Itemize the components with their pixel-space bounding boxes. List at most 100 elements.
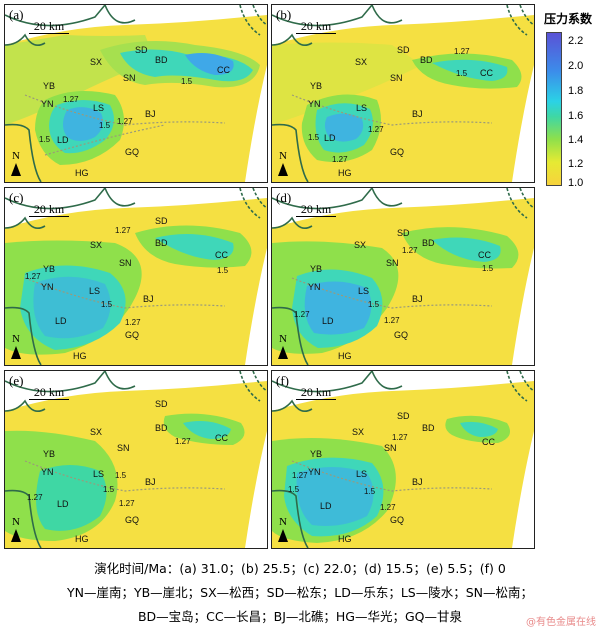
site-label-gq: GQ bbox=[125, 515, 140, 525]
site-label-cc: CC bbox=[482, 437, 495, 447]
site-label-bj: BJ bbox=[145, 109, 156, 119]
contour-label: 1.27 bbox=[119, 499, 135, 508]
colorbar-tick: 1.4 bbox=[568, 134, 584, 146]
contour-label: 1.27 bbox=[454, 47, 470, 56]
panel-label: (c) bbox=[9, 190, 24, 205]
contour-label: 1.27 bbox=[332, 155, 348, 164]
watermark: @有色金属在线 bbox=[526, 617, 596, 628]
contour-label: 1.27 bbox=[380, 503, 396, 512]
north-label: N bbox=[12, 150, 20, 162]
caption-line-3: BD—宝岛；CC—长昌；BJ—北礁；HG—华光；GQ—甘泉 bbox=[137, 609, 463, 624]
north-arrow-icon: N bbox=[276, 150, 290, 176]
contour-label: 1.27 bbox=[384, 316, 400, 325]
contour-label: 1.27 bbox=[368, 125, 384, 134]
site-label-sx: SX bbox=[352, 427, 365, 437]
site-label-sx: SX bbox=[355, 57, 368, 67]
scale-bar: 20 km bbox=[29, 202, 69, 217]
north-label: N bbox=[12, 333, 20, 345]
site-label-bd: BD bbox=[155, 55, 168, 65]
map-panel-d: (d) 20 km N SD SX BD CC SN YB YN LS BJ L… bbox=[271, 187, 535, 366]
contour-label: 1.27 bbox=[175, 437, 191, 446]
colorbar-tick: 2.2 bbox=[568, 35, 584, 47]
site-label-ls: LS bbox=[356, 469, 368, 479]
site-label-bj: BJ bbox=[412, 294, 423, 304]
site-label-yn: YN bbox=[308, 282, 321, 292]
site-label-bd: BD bbox=[155, 423, 168, 433]
north-arrow-icon: N bbox=[9, 516, 23, 542]
scale-bar: 20 km bbox=[296, 202, 336, 217]
colorbar-tick: 1.6 bbox=[568, 110, 584, 122]
pressure-map-f bbox=[272, 371, 534, 548]
north-arrow-icon: N bbox=[9, 333, 23, 359]
contour-label: 1.27 bbox=[117, 117, 133, 126]
site-label-sx: SX bbox=[354, 240, 367, 250]
site-label-ls: LS bbox=[356, 103, 368, 113]
site-label-hg: HG bbox=[75, 534, 89, 544]
contour-label: 1.5 bbox=[103, 485, 115, 494]
site-label-sd: SD bbox=[135, 45, 148, 55]
site-label-sd: SD bbox=[397, 45, 410, 55]
colorbar-tick: 1.0 bbox=[568, 177, 584, 189]
site-label-bj: BJ bbox=[143, 294, 154, 304]
north-label: N bbox=[279, 150, 287, 162]
panel-label: (e) bbox=[9, 373, 24, 388]
site-label-ls: LS bbox=[93, 469, 105, 479]
site-label-gq: GQ bbox=[125, 330, 140, 340]
site-label-ld: LD bbox=[57, 135, 69, 145]
site-label-sx: SX bbox=[90, 57, 103, 67]
north-arrow-icon: N bbox=[276, 516, 290, 542]
site-label-yn: YN bbox=[308, 467, 321, 477]
caption-line-1: 演化时间/Ma：(a) 31.0；(b) 25.5；(c) 22.0；(d) 1… bbox=[94, 561, 506, 576]
site-label-yn: YN bbox=[41, 99, 54, 109]
site-label-bd: BD bbox=[422, 238, 435, 248]
site-label-bd: BD bbox=[420, 55, 433, 65]
contour-label: 1.5 bbox=[288, 485, 300, 494]
site-label-ld: LD bbox=[324, 133, 336, 143]
colorbar bbox=[546, 32, 562, 186]
map-panel-b: (b) 20 km N SD SX BD CC SN YB YN LS BJ L… bbox=[271, 4, 535, 183]
contour-label: 1.27 bbox=[125, 318, 141, 327]
contour-label: 1.5 bbox=[99, 121, 111, 130]
site-label-gq: GQ bbox=[390, 515, 405, 525]
site-label-gq: GQ bbox=[394, 330, 409, 340]
site-label-gq: GQ bbox=[390, 147, 405, 157]
site-label-gq: GQ bbox=[125, 147, 140, 157]
contour-label: 1.5 bbox=[115, 471, 127, 480]
site-label-yb: YB bbox=[43, 449, 56, 459]
contour-label: 1.27 bbox=[392, 433, 408, 442]
map-panel-f: (f) 20 km N SD SX BD CC SN YB YN LS BJ L… bbox=[271, 370, 535, 549]
site-label-sn: SN bbox=[384, 443, 397, 453]
site-label-bd: BD bbox=[422, 423, 435, 433]
contour-label: 1.5 bbox=[217, 266, 229, 275]
site-label-sx: SX bbox=[90, 240, 103, 250]
site-label-bj: BJ bbox=[145, 477, 156, 487]
site-label-ld: LD bbox=[55, 316, 67, 326]
site-label-sd: SD bbox=[397, 228, 410, 238]
contour-label: 1.5 bbox=[101, 300, 113, 309]
contour-label: 1.5 bbox=[181, 77, 193, 86]
panel-label: (b) bbox=[276, 7, 292, 22]
site-label-ls: LS bbox=[93, 103, 105, 113]
contour-label: 1.27 bbox=[402, 246, 418, 255]
site-label-yn: YN bbox=[308, 99, 321, 109]
colorbar-tick: 1.2 bbox=[568, 158, 584, 170]
contour-label: 1.5 bbox=[482, 264, 494, 273]
map-panel-e: (e) 20 km N SD SX BD CC SN YB YN LS BJ L… bbox=[4, 370, 268, 549]
map-panel-a: (a) 20 km N SD SX BD CC SN YB YN LS BJ L… bbox=[4, 4, 268, 183]
site-label-hg: HG bbox=[75, 168, 89, 178]
site-label-ld: LD bbox=[57, 499, 69, 509]
panel-label: (a) bbox=[9, 7, 24, 22]
site-label-ls: LS bbox=[89, 286, 101, 296]
site-label-cc: CC bbox=[478, 250, 491, 260]
site-label-yb: YB bbox=[310, 449, 323, 459]
site-label-sd: SD bbox=[155, 399, 168, 409]
site-label-bj: BJ bbox=[412, 109, 423, 119]
site-label-yb: YB bbox=[310, 81, 323, 91]
site-label-sn: SN bbox=[123, 73, 136, 83]
colorbar-tick: 2.0 bbox=[568, 60, 584, 72]
contour-label: 1.5 bbox=[39, 135, 51, 144]
site-label-sx: SX bbox=[90, 427, 103, 437]
scale-bar: 20 km bbox=[29, 19, 69, 34]
colorbar-tick: 1.8 bbox=[568, 85, 584, 97]
contour-label: 1.27 bbox=[292, 471, 308, 480]
